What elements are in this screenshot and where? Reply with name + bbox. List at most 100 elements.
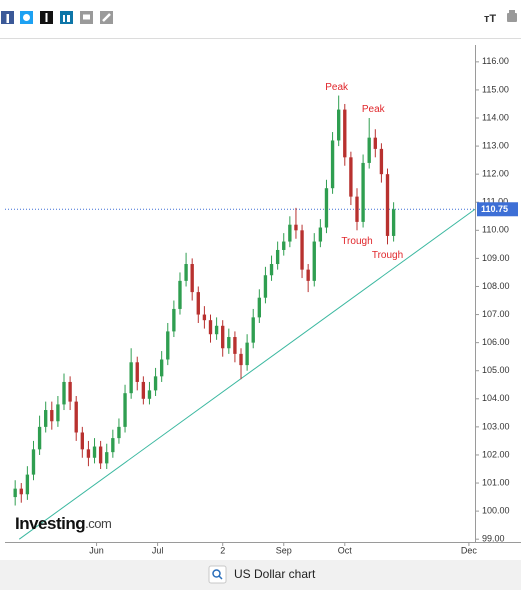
candle-body — [129, 362, 133, 394]
annotation: Trough — [341, 236, 372, 247]
font-size-button[interactable]: тT — [484, 13, 496, 25]
candle-body — [159, 359, 164, 377]
logo: Investing.com — [15, 514, 111, 533]
candle-body — [141, 381, 146, 399]
candle-body — [245, 342, 249, 366]
x-tick-label: Jul — [152, 545, 164, 555]
x-tick-label: 2 — [220, 545, 225, 555]
x-tick-label: Sep — [276, 545, 292, 555]
x-tick-label: Jun — [89, 545, 104, 555]
annotation: Peak — [362, 104, 386, 115]
icon — [83, 14, 90, 20]
candle-body — [233, 337, 237, 354]
y-tick-label: 115.00 — [482, 84, 509, 94]
y-tick-label: 116.00 — [482, 56, 509, 66]
candle-body — [349, 157, 353, 197]
chart-caption: US Dollar chart — [234, 567, 316, 581]
candle-body — [300, 230, 304, 270]
candle-body — [123, 393, 127, 427]
y-tick-label: 107.00 — [482, 309, 510, 319]
icon — [67, 15, 70, 22]
icon — [218, 575, 223, 580]
candle-body — [208, 320, 213, 335]
candle-body — [56, 404, 60, 422]
candle-body — [324, 188, 329, 228]
y-tick-label: 110.00 — [482, 225, 509, 235]
icon — [63, 15, 65, 22]
candle-body — [343, 109, 347, 158]
y-tick-label: 100.00 — [482, 505, 510, 515]
y-tick-label: 111.00 — [482, 197, 508, 207]
y-tick-label: 99.00 — [482, 534, 505, 544]
y-tick-label: 109.00 — [482, 253, 510, 263]
candle-body — [227, 337, 231, 349]
y-tick-label: 103.00 — [482, 421, 510, 431]
candle-body — [251, 317, 255, 343]
print-button[interactable] — [507, 13, 517, 22]
candle-body — [361, 162, 365, 222]
candle-body — [68, 381, 72, 402]
y-tick-label: 102.00 — [482, 449, 510, 459]
candle-body — [221, 325, 225, 349]
candle-body — [117, 426, 121, 439]
candle-body — [318, 227, 323, 242]
last-price-label: 110.75 — [481, 204, 508, 214]
candle-body — [80, 432, 84, 450]
y-tick-label: 113.00 — [482, 140, 509, 150]
y-tick-label: 106.00 — [482, 337, 510, 347]
icon — [212, 569, 221, 578]
candle-body — [202, 314, 207, 321]
logo-suffix: .com — [85, 516, 111, 531]
icon — [509, 10, 515, 14]
candle-body — [306, 269, 310, 281]
candle-body — [92, 446, 97, 458]
y-tick-label: 108.00 — [482, 281, 510, 291]
candle-body — [184, 264, 188, 281]
y-tick-label: 114.00 — [482, 112, 509, 122]
candle-body — [385, 174, 390, 236]
logo-name: Investing — [15, 514, 85, 533]
footer — [0, 560, 521, 590]
candle-body — [50, 410, 54, 422]
candle-body — [294, 224, 298, 231]
candle-body — [19, 488, 23, 495]
x-tick-label: Oct — [338, 545, 353, 555]
candle-body — [269, 264, 274, 276]
candle-body — [282, 241, 286, 250]
zoom-button[interactable] — [208, 565, 227, 584]
candle-body — [275, 249, 280, 265]
toolbar — [0, 0, 521, 38]
candle-body — [288, 224, 292, 242]
candle-body — [37, 426, 42, 450]
last-price-box — [477, 202, 518, 217]
y-tick-label: 101.00 — [482, 477, 510, 487]
candle-body — [166, 331, 170, 360]
icon — [23, 14, 30, 21]
candle-body — [111, 438, 115, 453]
candle-body — [379, 148, 384, 175]
candle-body — [312, 241, 316, 281]
candle-body — [196, 292, 200, 315]
candle-body — [25, 474, 30, 495]
candle-body — [86, 449, 91, 458]
candle-body — [239, 353, 243, 366]
x-tick-label: Dec — [461, 545, 478, 555]
trendline — [18, 208, 476, 540]
y-tick-label: 105.00 — [482, 365, 510, 375]
candle-body — [263, 275, 268, 298]
linkedin-button[interactable] — [60, 11, 73, 24]
candle-body — [74, 401, 78, 433]
candle-body — [62, 381, 66, 405]
candle-body — [330, 140, 335, 189]
annotation: Trough — [372, 250, 403, 261]
candle-body — [105, 452, 109, 464]
candle-body — [44, 410, 48, 427]
annotation: Peak — [325, 82, 349, 93]
candle-body — [367, 137, 371, 163]
candle-body — [147, 390, 152, 399]
candle-body — [172, 308, 176, 332]
candle-body — [355, 196, 359, 222]
candle-body — [190, 264, 194, 293]
